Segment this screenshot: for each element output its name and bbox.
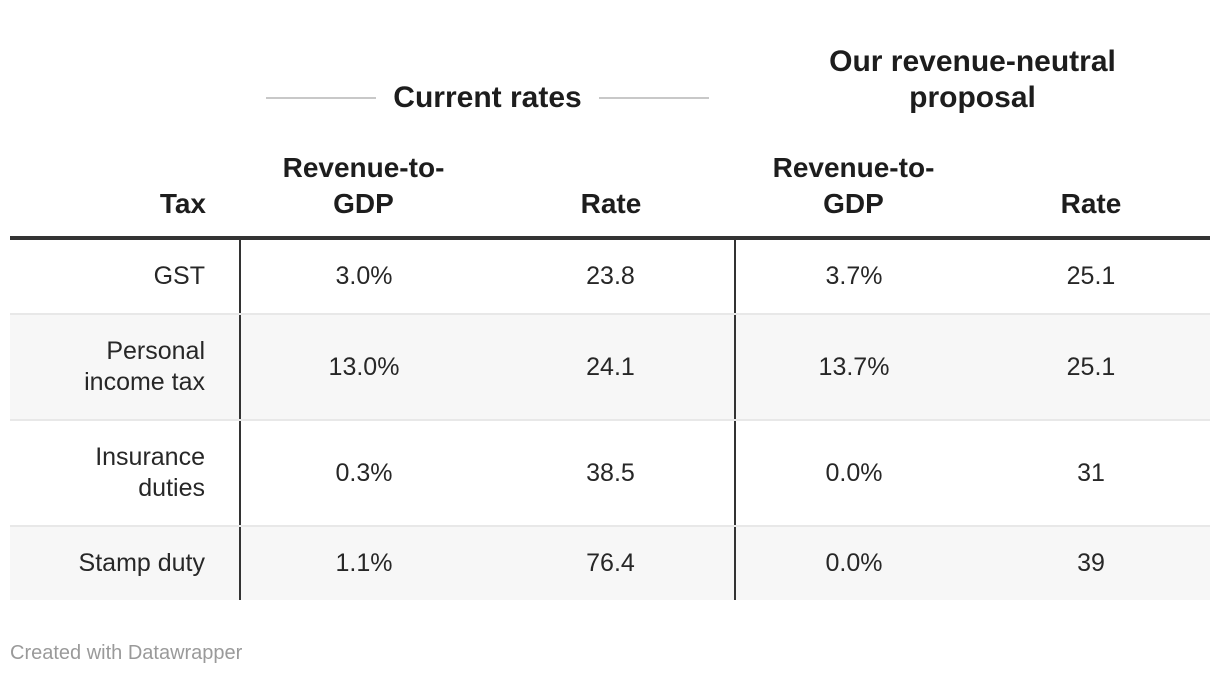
- column-header-proposal-rate: Rate: [972, 122, 1210, 240]
- cell-current-revenue-to-gdp: 1.1%: [335, 549, 393, 577]
- cell-proposal-revenue-to-gdp: 13.7%: [735, 314, 972, 421]
- table-row-gst: GST 3.0% 23.8 3.7% 25.1: [10, 238, 1210, 315]
- table-row-personal-income-tax: Personal income tax 13.0% 24.1 13.7% 25.…: [10, 314, 1210, 421]
- cell-tax: Personal income tax: [10, 314, 241, 421]
- table-row-stamp-duty: Stamp duty 1.1% 76.4 0.0% 39: [10, 526, 1210, 600]
- cell-current-revenue-to-gdp: 3.0%: [240, 238, 487, 315]
- group-header-proposal-label: Our revenue-neutral proposal: [829, 45, 1116, 114]
- group-header-spacer: [10, 0, 240, 122]
- group-header-left-line: [266, 97, 377, 99]
- cell-current-revenue-to-gdp: 13.0%: [240, 314, 487, 421]
- table-row-insurance-duties: Insurance duties 0.3% 38.5 0.0% 31: [10, 420, 1210, 527]
- cell-current-rate: 76.4: [487, 526, 736, 600]
- cell-proposal-revenue-to-gdp: 3.7%: [735, 238, 972, 315]
- cell-proposal-rate: 25.1: [972, 314, 1210, 421]
- cell-current-rate: 24.1: [487, 314, 736, 421]
- column-header-current-rate: Rate: [487, 122, 735, 240]
- group-header-right-line: [598, 97, 709, 99]
- column-header-current-revenue-to-gdp: Revenue-to-GDP: [240, 122, 487, 240]
- column-header-proposal-revenue-to-gdp: Revenue-to-GDP: [735, 122, 972, 240]
- tax-rates-table: Current rates Our revenue-neutral propos…: [10, 0, 1210, 600]
- cell-proposal-rate: 39: [1077, 549, 1105, 577]
- cell-tax: GST: [10, 238, 241, 315]
- column-header-row: Tax Revenue-to-GDP Rate Revenue-to-GDP R…: [10, 122, 1210, 240]
- cell-current-revenue-to-gdp: 0.3%: [240, 420, 487, 527]
- cell-proposal-revenue-to-gdp: 0.0%: [735, 420, 972, 527]
- cell-proposal-revenue-to-gdp: 0.0%: [825, 549, 883, 577]
- group-header-current-rates: Current rates: [240, 0, 735, 122]
- group-header-current-label: Current rates: [393, 81, 582, 114]
- column-header-tax: Tax: [10, 122, 240, 240]
- group-header-row: Current rates Our revenue-neutral propos…: [10, 0, 1210, 122]
- datawrapper-credit-link[interactable]: Created with Datawrapper: [10, 642, 243, 664]
- cell-proposal-rate: 25.1: [972, 238, 1210, 315]
- cell-proposal-rate: 31: [972, 420, 1210, 527]
- cell-tax: Insurance duties: [10, 420, 241, 527]
- cell-current-rate: 38.5: [487, 420, 736, 527]
- cell-current-rate: 23.8: [487, 238, 736, 315]
- footer: Created with Datawrapper: [10, 640, 1210, 666]
- cell-tax: Stamp duty: [10, 526, 241, 600]
- group-header-proposal: Our revenue-neutral proposal: [735, 0, 1210, 122]
